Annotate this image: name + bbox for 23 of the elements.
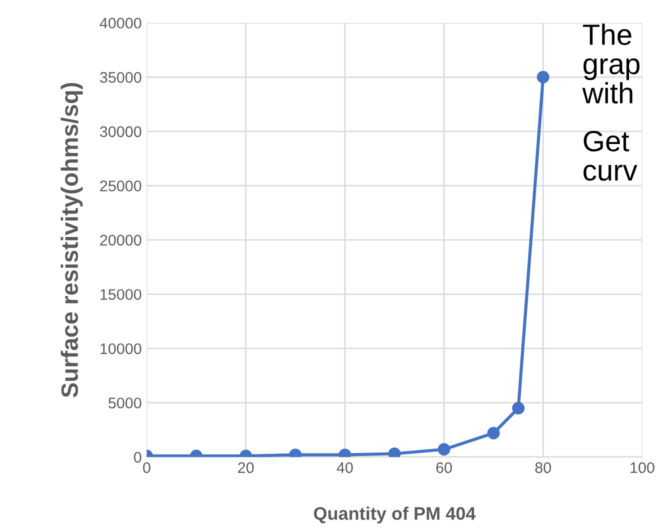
y-tick-label: 10000 [100,343,142,354]
annotation: with [582,82,632,104]
y-tick-label: 25000 [100,180,142,192]
x-tick-label: 20 [238,462,254,474]
x-tick-label: 0 [143,462,150,474]
y-tick-label: 30000 [100,126,142,138]
y-tick-label: 15000 [100,289,142,300]
y-tick-label: 35000 [100,72,142,83]
y-tick-label: 20000 [100,234,142,246]
y-tick-label: 5000 [108,398,142,408]
x-tick-label: 60 [436,462,452,474]
y-tick-label: 40000 [100,18,142,29]
annotation: Get [584,130,630,152]
x-tick-label: 80 [535,462,552,474]
y-axis-title: Surface resistivity(ohms/sq) [60,82,83,398]
x-tick-label: 40 [336,462,353,474]
x-tick-label: 100 [630,462,654,474]
annotation: grap [584,58,640,80]
x-axis-title: Quantity of PM 404 [314,506,476,524]
annotation: curv [584,164,638,181]
point [536,70,550,84]
y-tick-label: 0 [134,452,142,463]
annotation: The [582,24,632,46]
